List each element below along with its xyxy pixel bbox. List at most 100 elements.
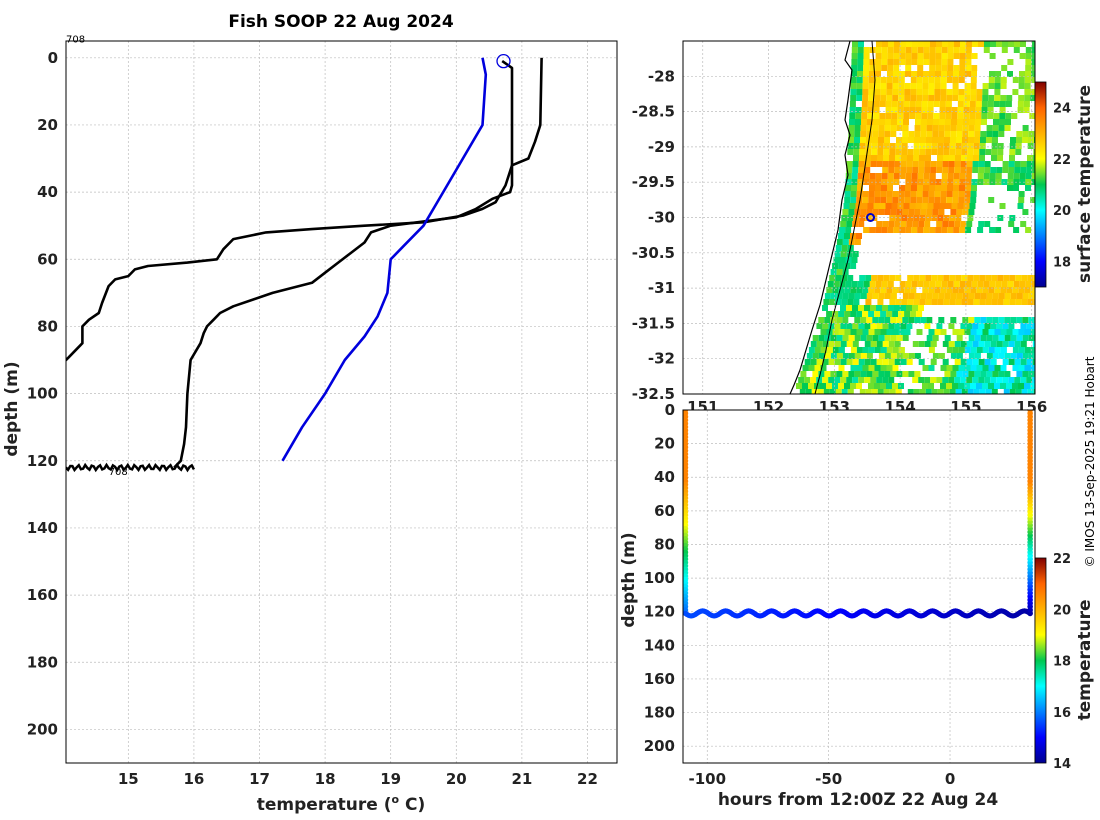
sst-cell [944, 293, 951, 299]
sst-cell [912, 377, 919, 383]
sst-cell [965, 227, 972, 233]
sst-cell [954, 221, 961, 227]
sst-cell [946, 197, 953, 203]
section-background [683, 410, 1035, 763]
sst-cell [928, 83, 935, 89]
sst-cell [860, 371, 867, 377]
sst-cell [1033, 389, 1035, 394]
sst-cell [1030, 329, 1035, 335]
sst-cell [929, 227, 936, 233]
sst-cell [998, 125, 1005, 131]
sst-cell [1002, 341, 1009, 347]
sst-cell [883, 389, 890, 394]
sst-cell [1000, 287, 1007, 293]
sst-cell [856, 365, 863, 371]
sst-cell [925, 149, 932, 155]
sst-cell [943, 275, 950, 281]
sst-cell [1024, 95, 1031, 101]
sst-cell [826, 383, 832, 389]
sst-cell [931, 143, 938, 149]
sst-cell [843, 203, 850, 209]
sst-cell [878, 137, 884, 143]
sst-cell [909, 101, 916, 107]
sst-cell [908, 131, 915, 137]
sst-cell [827, 281, 834, 287]
sst-cell [1018, 383, 1024, 389]
sst-cell [856, 197, 863, 203]
sst-cell [824, 371, 831, 377]
sst-cell [838, 365, 845, 371]
sst-cell [994, 287, 1001, 293]
sst-cell [853, 149, 860, 155]
sst-cell [926, 293, 933, 299]
sst-cell [988, 77, 995, 83]
sst-cell [1013, 47, 1020, 53]
sst-cell [986, 371, 993, 377]
sst-cell [849, 107, 856, 113]
sst-cell [977, 227, 984, 233]
sst-cell [1002, 359, 1009, 365]
sst-cell [880, 95, 887, 101]
sst-cell [968, 137, 974, 143]
sst-cell [998, 131, 1005, 137]
sst-cell [969, 101, 976, 107]
sst-cell [958, 383, 964, 389]
sst-cell [875, 71, 881, 77]
sst-cell [913, 143, 920, 149]
sst-cell [866, 209, 873, 215]
sst-cell [828, 323, 835, 329]
sst-cell [1000, 347, 1007, 353]
profile-axes-frame [65, 40, 618, 764]
sst-cell [964, 329, 971, 335]
sst-cell [1021, 275, 1028, 281]
sst-cell [804, 377, 811, 383]
sst-cell [969, 203, 976, 209]
sst-cell [893, 53, 900, 59]
sst-cell [1003, 389, 1010, 394]
sst-cell [849, 113, 856, 119]
sst-cell [1019, 281, 1026, 287]
sst-cell [994, 383, 1000, 389]
sst-cell [984, 161, 991, 167]
sst-cell [926, 335, 933, 341]
sst-cell [883, 149, 890, 155]
sst-cell [949, 389, 956, 394]
sst-cell [956, 137, 962, 143]
sst-cell [860, 209, 867, 215]
sst-cell [962, 371, 969, 377]
sst-cell [840, 323, 847, 329]
sst-cell [887, 281, 894, 287]
sst-cell [963, 101, 970, 107]
sst-cell [912, 221, 919, 227]
sst-cell [998, 335, 1005, 341]
sst-cell [974, 293, 981, 299]
sst-cell [910, 191, 917, 197]
sst-cell [960, 161, 967, 167]
sst-cell [984, 377, 991, 383]
section-y-tick-label: 60 [654, 502, 675, 520]
sst-cell [844, 383, 850, 389]
sst-cell [912, 161, 919, 167]
sst-cell [847, 215, 854, 221]
sst-cell [956, 209, 963, 215]
sst-cell [866, 371, 873, 377]
sst-cell [908, 317, 915, 323]
sst-cell [989, 173, 996, 179]
sst-cell [1004, 353, 1011, 359]
section-colorbar-tick-label: 14 [1053, 757, 1071, 772]
sst-cell [847, 275, 854, 281]
sst-cell [992, 125, 999, 131]
sst-cell [868, 347, 875, 353]
sst-cell [881, 65, 888, 71]
sst-cell [960, 167, 967, 173]
sst-cell [1005, 113, 1012, 119]
sst-cell [1024, 347, 1031, 353]
sst-cell [966, 359, 973, 365]
sst-cell [869, 65, 876, 71]
sst-cell [1012, 365, 1019, 371]
sst-cell [923, 185, 929, 191]
sst-cell [991, 299, 998, 305]
sst-cell [882, 41, 888, 47]
sst-cell [922, 191, 929, 197]
sst-cell [979, 149, 986, 155]
